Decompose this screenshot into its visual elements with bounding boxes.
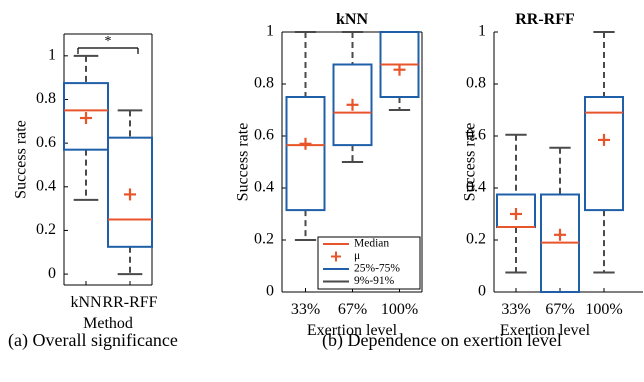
panel2-iqr-box — [332, 63, 373, 147]
panel2-box-100% — [379, 31, 420, 111]
panel1-ytick-label: 0.4 — [36, 177, 56, 194]
panel3-ytick-label: 1 — [478, 23, 486, 40]
panel2-iqr-box — [285, 96, 326, 212]
panel3-box-67% — [540, 146, 580, 293]
panel2-xtick-label: 33% — [291, 301, 320, 318]
panel3-iqr-box — [584, 96, 624, 212]
panel3-box-33% — [496, 133, 536, 274]
panel2-ytick-label: 0 — [266, 283, 274, 300]
legend-label-mean: μ — [354, 250, 360, 262]
panel2-ytick-label: 0.2 — [254, 231, 274, 248]
panel1-xtick-label: kNN — [70, 294, 102, 311]
panel3-ytick-label: 0.6 — [466, 127, 486, 144]
caption-exertion: (b) Dependence on exertion level — [322, 330, 562, 350]
panel2-ytick-label: 1 — [266, 23, 274, 40]
panel2-xtick-label: 67% — [338, 301, 367, 318]
panel1-significance-star: * — [105, 34, 112, 49]
panel2-xlabel: Exertion level — [307, 322, 398, 339]
legend-label-whisker: 9%-91% — [354, 275, 395, 287]
panel3-xtick-label: 100% — [585, 301, 622, 318]
panel2-ytick-label: 0.8 — [254, 75, 274, 92]
panel2-box-67% — [332, 31, 373, 163]
panel2-title: kNN — [336, 11, 368, 28]
panel1-xlabel: Method — [83, 315, 133, 332]
panel2-ytick-label: 0.6 — [254, 127, 274, 144]
panel3-xtick-label: 33% — [501, 301, 530, 318]
panel3-ylabel: Success rate — [462, 123, 479, 202]
panel1-iqr-box — [63, 82, 109, 151]
panel2-ytick-label: 0.4 — [254, 179, 274, 196]
panel3-xlabel: Exertion level — [500, 322, 591, 339]
panel1-iqr-box — [107, 136, 153, 248]
panel1-box-RR-RFF — [107, 109, 153, 276]
panel2-ylabel: Success rate — [235, 123, 252, 202]
panel2-box-33% — [285, 31, 326, 241]
panel3-ytick-label: 0.2 — [466, 231, 486, 248]
panel3-ytick-label: 0.4 — [466, 179, 486, 196]
panel3-title: RR-RFF — [515, 11, 575, 28]
panel1-ylabel: Success rate — [13, 120, 30, 199]
panel3-box-100% — [584, 31, 624, 274]
legend-label-median: Median — [354, 238, 389, 250]
panel1-ytick-label: 0.2 — [36, 221, 56, 238]
panel1-ytick-label: 0.8 — [36, 90, 56, 107]
panel1-ytick-label: 0.6 — [36, 134, 56, 151]
panel1-box-kNN — [63, 54, 109, 201]
panel2-xtick-label: 100% — [381, 301, 418, 318]
panel3-ytick-label: 0 — [478, 283, 486, 300]
panel1-ytick-label: 0 — [48, 265, 56, 282]
panel3-ytick-label: 0.8 — [466, 75, 486, 92]
panel1-xtick-label: RR-RFF — [102, 294, 157, 311]
panel3-xtick-label: 67% — [545, 301, 574, 318]
panel1-ytick-label: 1 — [48, 46, 56, 63]
legend-label-box: 25%-75% — [354, 263, 400, 275]
legend-box — [317, 236, 421, 290]
caption-overall: (a) Overall significance — [8, 330, 178, 350]
